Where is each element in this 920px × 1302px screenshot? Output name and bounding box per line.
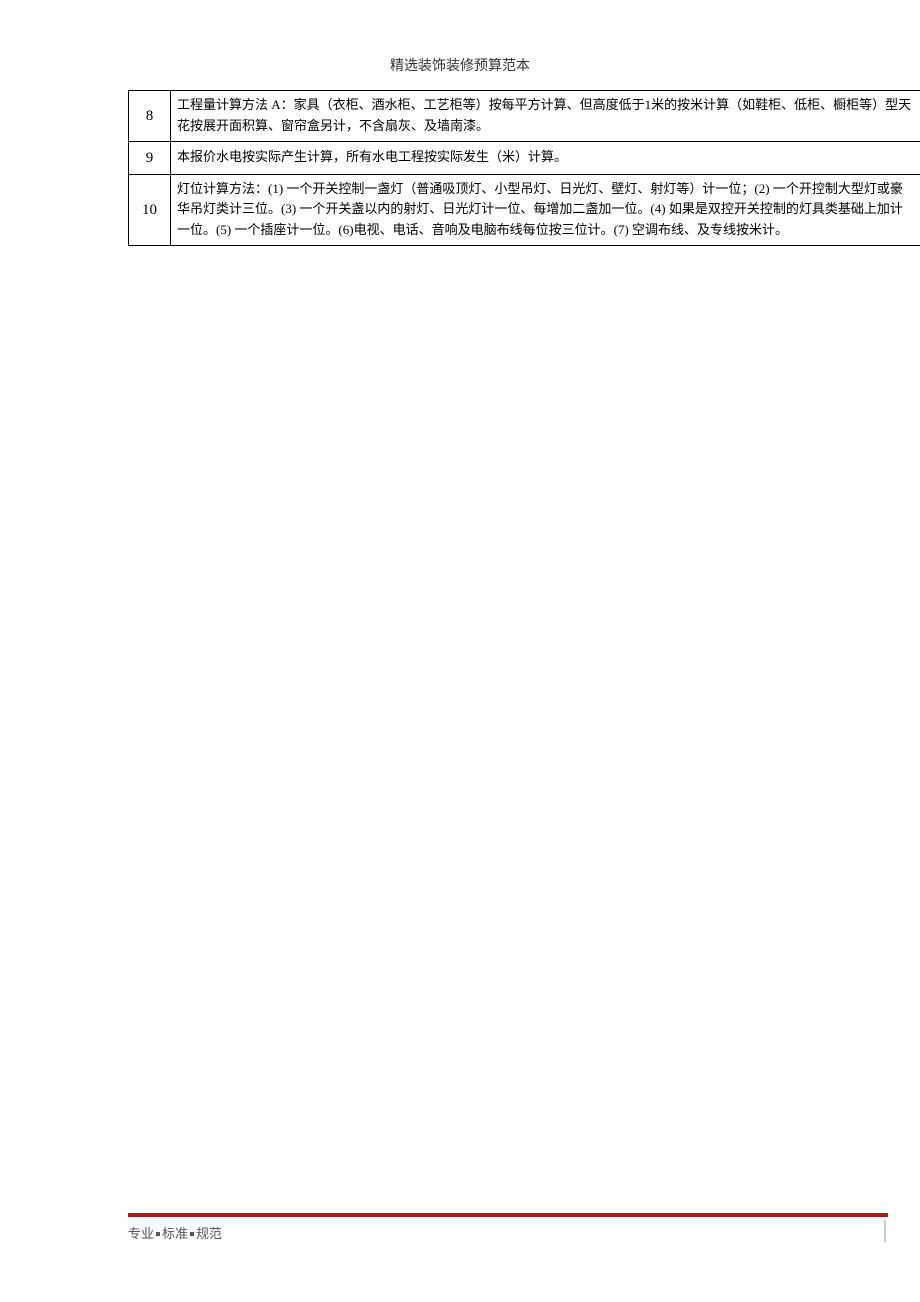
page-footer: 专业标准规范 — [128, 1213, 888, 1242]
page-header: 精选装饰装修预算范本 — [0, 0, 920, 90]
budget-table: 8 工程量计算方法 A：家具（衣柜、酒水柜、工艺柜等）按每平方计算、但高度低于1… — [128, 90, 920, 246]
footer-part: 标准 — [162, 1226, 188, 1241]
row-content: 本报价水电按实际产生计算，所有水电工程按实际发生（米）计算。 — [171, 141, 920, 174]
row-content: 工程量计算方法 A：家具（衣柜、酒水柜、工艺柜等）按每平方计算、但高度低于1米的… — [171, 91, 920, 142]
row-number: 10 — [129, 174, 171, 245]
footer-part: 规范 — [196, 1226, 222, 1241]
row-number: 9 — [129, 141, 171, 174]
table-row: 8 工程量计算方法 A：家具（衣柜、酒水柜、工艺柜等）按每平方计算、但高度低于1… — [129, 91, 920, 142]
table-row: 9 本报价水电按实际产生计算，所有水电工程按实际发生（米）计算。 — [129, 141, 920, 174]
footer-right-mark — [884, 1220, 886, 1242]
table-row: 10 灯位计算方法：(1) 一个开关控制一盏灯（普通吸顶灯、小型吊灯、日光灯、壁… — [129, 174, 920, 245]
row-number: 8 — [129, 91, 171, 142]
footer-text: 专业标准规范 — [128, 1219, 888, 1242]
footer-divider — [128, 1213, 888, 1217]
dot-icon — [156, 1232, 160, 1236]
row-content: 灯位计算方法：(1) 一个开关控制一盏灯（普通吸顶灯、小型吊灯、日光灯、壁灯、射… — [171, 174, 920, 245]
dot-icon — [190, 1232, 194, 1236]
footer-part: 专业 — [128, 1226, 154, 1241]
page-title: 精选装饰装修预算范本 — [390, 59, 530, 74]
